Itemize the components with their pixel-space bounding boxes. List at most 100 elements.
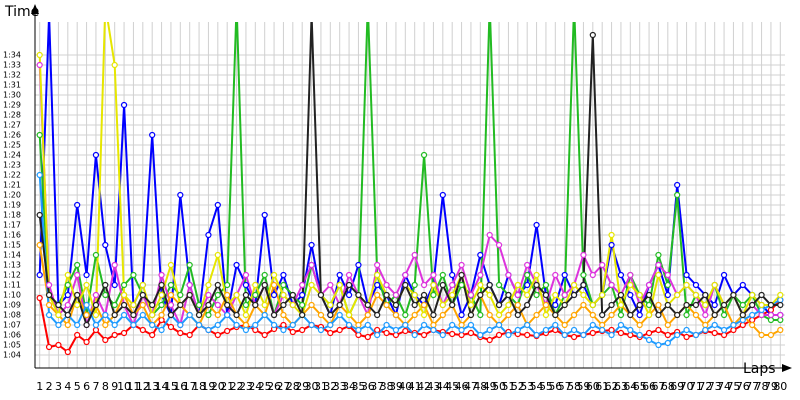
lap-point <box>364 333 371 341</box>
lap-point <box>430 311 437 319</box>
x-tick-label: 41 <box>408 380 422 393</box>
grid <box>35 22 785 368</box>
lap-point <box>130 271 137 279</box>
lap-point <box>514 326 521 334</box>
lap-point <box>664 301 671 309</box>
lap-point <box>645 329 653 337</box>
lap-point <box>195 311 203 319</box>
lap-point <box>702 301 709 309</box>
lap-point <box>561 301 568 309</box>
lap-point <box>45 311 53 319</box>
y-tick-label: 1:26 <box>3 131 21 140</box>
lap-point <box>83 311 90 319</box>
lap-point <box>664 331 671 339</box>
lap-point <box>139 281 146 289</box>
lap-point <box>542 281 550 289</box>
lap-point <box>149 131 156 139</box>
lap-point <box>664 321 671 329</box>
lap-point <box>233 291 240 299</box>
lap-point <box>505 291 512 299</box>
lap-point <box>242 321 250 329</box>
lap-point <box>242 271 250 279</box>
lap-point <box>777 291 784 299</box>
lap-point <box>224 327 231 335</box>
x-tick-label: 61 <box>595 380 609 393</box>
lap-point <box>130 301 137 309</box>
lap-point <box>683 333 690 341</box>
lap-point <box>467 301 475 309</box>
lap-point <box>336 281 343 289</box>
lap-point <box>683 271 690 279</box>
y-tick-label: 1:14 <box>3 251 21 260</box>
lap-point <box>627 271 634 279</box>
x-tick-label: 44 <box>436 380 450 393</box>
lap-point <box>120 291 128 299</box>
lap-point <box>336 271 343 279</box>
x-tick-label: 27 <box>276 380 290 393</box>
lap-point <box>308 321 315 329</box>
x-tick-label: 38 <box>380 380 394 393</box>
lap-point <box>458 261 465 269</box>
lap-point <box>261 281 268 289</box>
lap-point <box>36 131 43 139</box>
lap-point <box>280 321 287 329</box>
y-tick-label: 1:33 <box>3 61 21 70</box>
lap-point <box>177 329 184 337</box>
x-tick-label: 51 <box>501 380 515 393</box>
lap-point <box>674 291 681 299</box>
lap-point <box>739 316 746 324</box>
lap-point <box>542 326 550 334</box>
lap-point <box>402 321 409 329</box>
x-tick-label: 6 <box>83 380 90 393</box>
lap-point <box>383 329 390 337</box>
lap-point <box>439 301 446 309</box>
x-tick-label: 69 <box>670 380 684 393</box>
lap-point <box>92 151 100 159</box>
lap-point <box>120 101 128 109</box>
x-tick-label: 71 <box>689 380 703 393</box>
lap-point <box>430 291 437 299</box>
lap-point <box>402 271 409 279</box>
lap-point <box>111 331 118 339</box>
lap-point <box>589 329 596 337</box>
lap-point <box>749 321 756 329</box>
lap-point <box>74 201 81 209</box>
lap-point <box>270 281 278 289</box>
lap-point <box>645 281 653 289</box>
lap-point <box>617 271 625 279</box>
lap-point <box>374 311 381 319</box>
lap-point <box>74 301 81 309</box>
lap-point <box>420 291 428 299</box>
lap-point <box>580 271 587 279</box>
lap-point <box>139 301 146 309</box>
lap-point <box>767 311 775 319</box>
x-tick-label: 47 <box>464 380 478 393</box>
lap-point <box>514 291 521 299</box>
lap-point <box>270 271 278 279</box>
lap-point <box>111 261 118 269</box>
lap-point <box>580 331 587 339</box>
lap-point <box>205 231 212 239</box>
x-tick-label: 17 <box>183 380 197 393</box>
lap-point <box>758 291 765 299</box>
x-tick-label: 18 <box>192 380 206 393</box>
lap-point <box>599 321 606 329</box>
lap-point <box>608 311 615 319</box>
lap-point <box>205 311 212 319</box>
lap-point <box>739 311 746 319</box>
lap-point <box>458 271 465 279</box>
lap-point <box>36 171 43 179</box>
lap-point <box>730 321 737 329</box>
lap-point <box>458 311 465 319</box>
lap-point <box>739 321 746 329</box>
lap-point <box>599 311 606 319</box>
lap-point <box>139 326 146 334</box>
lap-point <box>552 271 559 279</box>
lap-point <box>327 311 334 319</box>
lap-point <box>572 3 577 8</box>
lap-point <box>158 281 165 289</box>
lap-point <box>749 301 756 309</box>
lap-point <box>495 331 503 339</box>
lap-point <box>711 301 718 309</box>
lap-point <box>430 321 437 329</box>
